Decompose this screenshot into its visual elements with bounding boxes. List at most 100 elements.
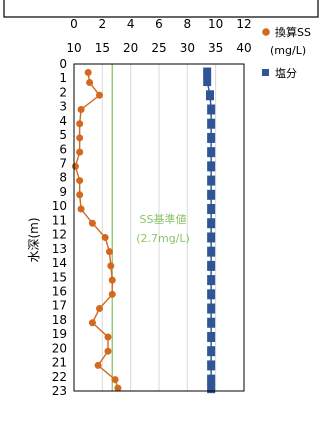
depth-tick-7: 7 xyxy=(59,157,67,171)
ss-point-2 xyxy=(96,91,103,99)
legend-marker-ss xyxy=(262,28,270,36)
ss-point-13 xyxy=(105,248,113,256)
legend-marker-salinity xyxy=(262,69,269,76)
ss-point-12 xyxy=(101,233,109,241)
plot-area-border xyxy=(73,63,245,392)
depth-tick-11: 11 xyxy=(52,213,67,227)
ss-point-21 xyxy=(94,361,102,369)
y-axis-label: 水深(m) xyxy=(27,217,41,262)
depth-tick-23: 23 xyxy=(52,384,67,398)
ss-axis-ticks: 0 2 4 6 8 10 12 xyxy=(70,17,251,31)
salinity-point-18 xyxy=(207,317,216,328)
ss-tick-2: 4 xyxy=(127,17,135,31)
ss-tick-3: 6 xyxy=(155,17,163,31)
salinity-point-6 xyxy=(207,147,216,158)
legend-label-ss: 換算SS xyxy=(275,25,311,39)
depth-tick-12: 12 xyxy=(52,228,67,242)
ss-point-3 xyxy=(77,105,85,113)
salinity-point-22 xyxy=(207,374,216,385)
salinity-point-11 xyxy=(207,218,216,229)
ss-tick-0: 0 xyxy=(70,17,78,31)
ss-tick-6: 12 xyxy=(236,17,251,31)
ss-point-0 xyxy=(84,69,92,77)
depth-tick-13: 13 xyxy=(52,242,67,256)
salinity-point-15 xyxy=(207,275,216,286)
salinity-point-20 xyxy=(207,346,216,357)
ss-point-14 xyxy=(107,262,115,270)
salinity-point-23 xyxy=(207,383,216,394)
salinity-point-2 xyxy=(206,90,214,101)
ss-point-1 xyxy=(86,78,94,86)
depth-tick-14: 14 xyxy=(52,256,67,270)
ss-point-9 xyxy=(76,191,84,199)
ss-point-7 xyxy=(71,162,79,170)
salinity-point-9 xyxy=(207,189,216,200)
ss-point-18 xyxy=(88,319,96,327)
salinity-point-13 xyxy=(207,246,216,257)
salinity-tick-5: 35 xyxy=(208,41,223,55)
ss-series-line xyxy=(74,72,119,389)
depth-tick-21: 21 xyxy=(52,356,67,370)
depth-tick-22: 22 xyxy=(52,370,67,384)
ss-point-23 xyxy=(114,384,122,392)
salinity-point-17 xyxy=(207,303,216,314)
depth-tick-0: 0 xyxy=(59,57,67,71)
depth-tick-1: 1 xyxy=(59,71,67,85)
salinity-tick-0: 10 xyxy=(66,41,81,55)
salinity-tick-6: 40 xyxy=(236,41,251,55)
salinity-point-3 xyxy=(207,104,216,115)
depth-tick-5: 5 xyxy=(59,128,67,142)
depth-tick-16: 16 xyxy=(52,284,67,298)
gridlines xyxy=(73,64,245,391)
salinity-point-5 xyxy=(207,132,216,143)
salinity-point-21 xyxy=(207,360,216,371)
ss-reference-label-line1: SS基準値 xyxy=(140,212,187,226)
ss-point-5 xyxy=(76,134,84,142)
legend-label-salinity: 塩分 xyxy=(275,66,297,80)
legend: 換算SS (mg/L) 塩分 xyxy=(262,25,311,80)
salinity-axis-ticks: 10 15 20 25 30 35 40 xyxy=(66,41,251,55)
ss-tick-4: 8 xyxy=(184,17,192,31)
ss-reference-label-line2: (2.7mg/L) xyxy=(136,232,190,245)
salinity-point-7 xyxy=(207,161,216,172)
salinity-point-10 xyxy=(207,204,216,215)
salinity-point-8 xyxy=(207,175,216,186)
depth-tick-2: 2 xyxy=(59,85,67,99)
ss-point-8 xyxy=(76,177,84,185)
salinity-point-16 xyxy=(207,289,216,300)
depth-tick-18: 18 xyxy=(52,313,67,327)
top-cropped-panel xyxy=(3,0,319,18)
depth-tick-3: 3 xyxy=(59,100,67,114)
salinity-tick-4: 30 xyxy=(180,41,195,55)
salinity-point-12 xyxy=(207,232,216,243)
salinity-point-14 xyxy=(207,260,216,271)
depth-tick-15: 15 xyxy=(52,270,67,284)
ss-point-22 xyxy=(111,376,119,384)
ss-tick-5: 10 xyxy=(208,17,223,31)
ss-point-16 xyxy=(108,290,116,298)
ss-point-20 xyxy=(104,347,112,355)
legend-label-ss-unit: (mg/L) xyxy=(270,44,306,57)
depth-tick-17: 17 xyxy=(52,299,67,313)
salinity-point-0 xyxy=(203,67,212,78)
depth-tick-9: 9 xyxy=(59,185,67,199)
ss-point-6 xyxy=(76,148,84,156)
ss-point-15 xyxy=(108,276,116,284)
depth-tick-19: 19 xyxy=(52,327,67,341)
ss-tick-1: 2 xyxy=(99,17,107,31)
ss-point-11 xyxy=(88,219,96,227)
salinity-point-19 xyxy=(207,331,216,342)
salinity-tick-3: 25 xyxy=(151,41,166,55)
salinity-tick-2: 20 xyxy=(123,41,138,55)
ss-point-4 xyxy=(76,120,84,128)
salinity-point-4 xyxy=(207,118,216,129)
depth-tick-20: 20 xyxy=(52,341,67,355)
depth-tick-10: 10 xyxy=(52,199,67,213)
ss-point-10 xyxy=(77,205,85,213)
depth-tick-4: 4 xyxy=(59,114,67,128)
salinity-point-1 xyxy=(203,76,212,87)
series-salinity xyxy=(203,67,216,394)
depth-tick-8: 8 xyxy=(59,171,67,185)
salinity-tick-1: 15 xyxy=(95,41,110,55)
